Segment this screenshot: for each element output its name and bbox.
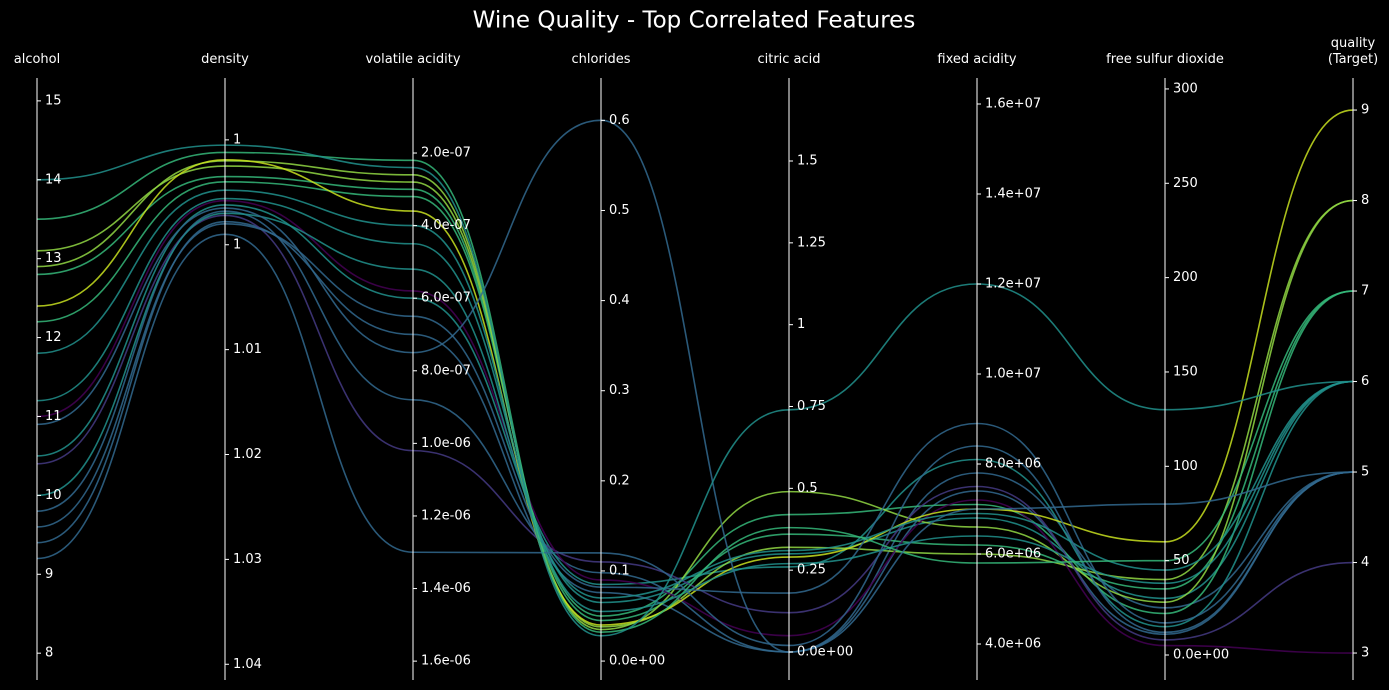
tick-label: 8.0e-07 — [421, 363, 471, 378]
tick-label: 0.0e+00 — [797, 645, 853, 660]
tick-label: 0.25 — [797, 563, 826, 578]
tick-label: 200 — [1173, 270, 1198, 285]
axis-label: alcohol — [13, 52, 61, 67]
data-line — [36, 119, 1354, 653]
tick-label: 1.0e-06 — [421, 436, 471, 451]
tick-label: 0.75 — [797, 399, 826, 414]
data-line — [36, 165, 1354, 628]
tick-label: 6.0e-07 — [421, 291, 471, 306]
axis-label: citric acid — [757, 52, 821, 67]
axis-label: chlorides — [571, 52, 631, 67]
tick-label: 1 — [797, 317, 805, 332]
data-line — [36, 204, 1354, 628]
tick-label: 100 — [1173, 459, 1198, 474]
tick-label: 1.6e-06 — [421, 654, 471, 669]
data-line — [36, 212, 1354, 599]
tick-label: 0.2 — [609, 473, 630, 488]
tick-label: 1 — [233, 237, 241, 252]
tick-label: 1.2e+07 — [985, 277, 1041, 292]
tick-label: 0.3 — [609, 383, 630, 398]
axis-label: fixed acidity — [937, 52, 1017, 67]
tick-label: 1.03 — [233, 552, 262, 567]
tick-label: 9 — [1361, 103, 1369, 118]
data-line — [36, 109, 1354, 626]
axis-label: quality (Target) — [1327, 36, 1379, 67]
axis-label: volatile acidity — [365, 52, 461, 67]
tick-label: 0.4 — [609, 293, 630, 308]
axis-label: free sulfur dioxide — [1106, 52, 1224, 67]
chart-title: Wine Quality - Top Correlated Features — [473, 8, 916, 34]
axis-label: density — [201, 52, 249, 67]
tick-label: 12 — [45, 330, 62, 345]
tick-label: 11 — [45, 409, 62, 424]
tick-label: 13 — [45, 251, 62, 266]
data-line — [36, 160, 1354, 631]
tick-label: 1.6e+07 — [985, 97, 1041, 112]
data-line — [36, 199, 1354, 654]
tick-label: 3 — [1361, 646, 1369, 661]
tick-label: 0.6 — [609, 113, 630, 128]
tick-label: 2.0e-07 — [421, 146, 471, 161]
tick-label: 6 — [1361, 374, 1369, 389]
tick-label: 4.0e+06 — [985, 637, 1041, 652]
tick-label: 6.0e+06 — [985, 547, 1041, 562]
lines — [36, 109, 1354, 654]
tick-label: 1.2e-06 — [421, 508, 471, 523]
tick-label: 9 — [45, 567, 53, 582]
tick-label: 300 — [1173, 81, 1198, 96]
tick-label: 1.0e+07 — [985, 367, 1041, 382]
tick-label: 14 — [45, 172, 62, 187]
tick-label: 5 — [1361, 465, 1369, 480]
data-line — [36, 210, 1354, 653]
tick-label: 1.25 — [797, 235, 826, 250]
tick-label: 50 — [1173, 553, 1190, 568]
tick-label: 0.0e+00 — [609, 654, 665, 669]
tick-label: 250 — [1173, 176, 1198, 191]
tick-label: 4.0e-07 — [421, 218, 471, 233]
data-line — [36, 144, 1354, 637]
tick-label: 1.01 — [233, 342, 262, 357]
tick-label: 1.5 — [797, 154, 818, 169]
tick-label: 0.5 — [609, 203, 630, 218]
tick-label: 8 — [45, 646, 53, 661]
tick-label: 1.4e-06 — [421, 581, 471, 596]
tick-label: 10 — [45, 488, 62, 503]
data-line — [36, 189, 1354, 613]
tick-label: 8 — [1361, 193, 1369, 208]
tick-label: 4 — [1361, 555, 1369, 570]
tick-label: 8.0e+06 — [985, 457, 1041, 472]
tick-label: 1.04 — [233, 657, 262, 672]
tick-label: 1 — [233, 132, 241, 147]
tick-label: 1.02 — [233, 447, 262, 462]
tick-label: 1.4e+07 — [985, 187, 1041, 202]
tick-label: 0.0e+00 — [1173, 647, 1229, 662]
tick-label: 15 — [45, 93, 62, 108]
tick-label: 0.5 — [797, 481, 818, 496]
tick-label: 7 — [1361, 284, 1369, 299]
tick-label: 150 — [1173, 364, 1198, 379]
tick-label: 0.1 — [609, 563, 630, 578]
